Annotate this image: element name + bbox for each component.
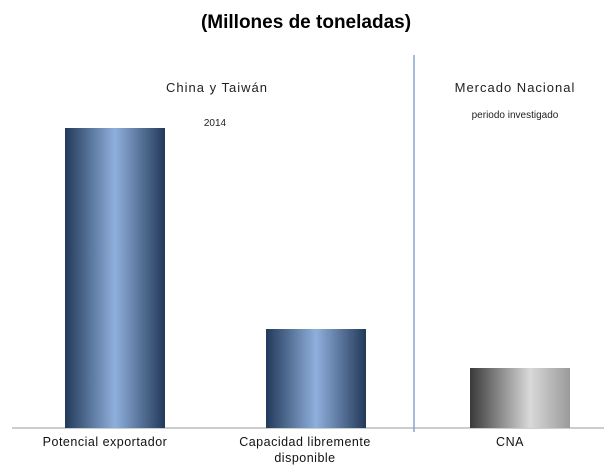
- bar-capacidad-disponible: [266, 329, 366, 428]
- chart-title: (Millones de toneladas): [200, 12, 412, 33]
- category-label-potencial-exportador: Potencial exportador: [42, 435, 168, 449]
- bar-cna: [470, 368, 570, 428]
- group-sublabel-periodo: periodo investigado: [471, 110, 559, 121]
- group-sublabel-2014: 2014: [203, 118, 227, 129]
- group-label-china-taiwan: China y Taiwán: [166, 80, 268, 95]
- category-label-cna: CNA: [496, 435, 524, 449]
- group-label-mercado-nacional: Mercado Nacional: [454, 80, 576, 95]
- bar-potencial-exportador: [65, 128, 165, 428]
- category-label-capacidad-disponible: Capacidad libremente disponible: [239, 435, 371, 465]
